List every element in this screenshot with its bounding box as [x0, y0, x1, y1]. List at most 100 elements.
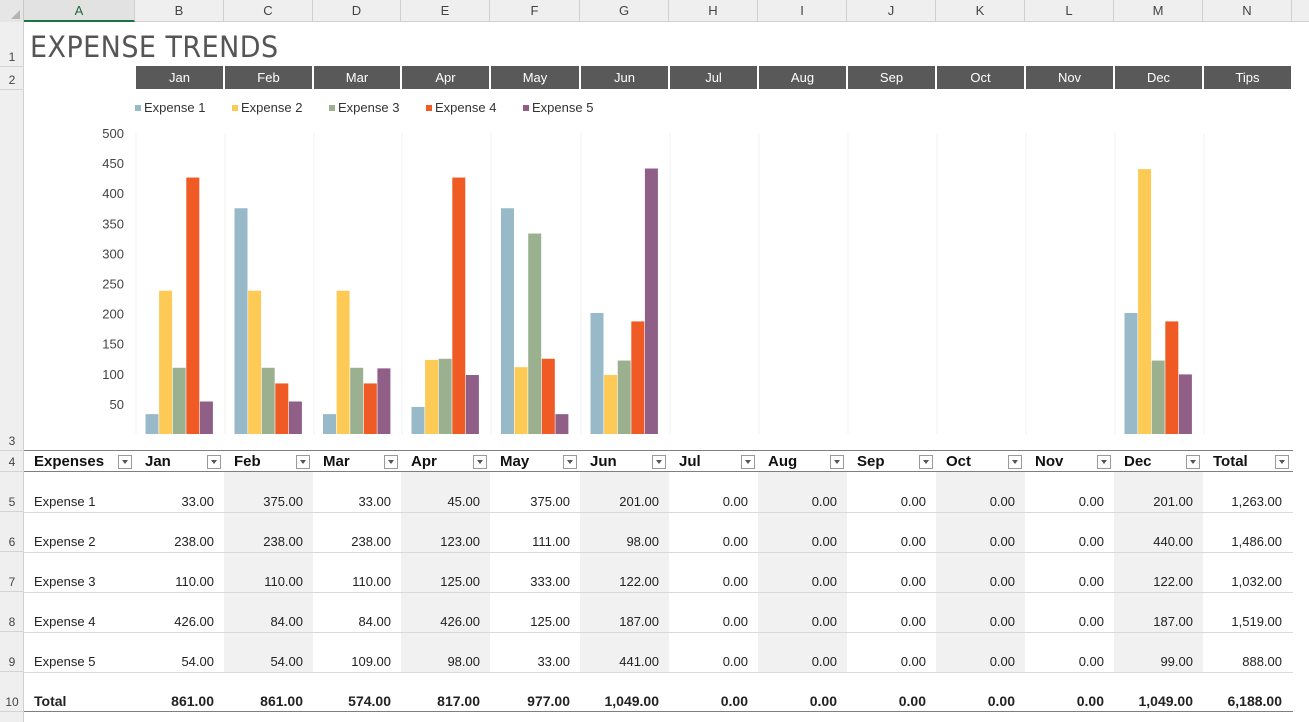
- table-cell[interactable]: 0.00: [1078, 574, 1104, 589]
- total-cell[interactable]: 0.00: [898, 693, 926, 709]
- table-cell[interactable]: 0.00: [722, 614, 748, 629]
- table-cell[interactable]: 426.00: [174, 614, 214, 629]
- filter-dropdown-icon[interactable]: [652, 455, 666, 469]
- table-cell[interactable]: 54.00: [270, 654, 303, 669]
- table-cell[interactable]: 1,032.00: [1231, 574, 1282, 589]
- row-label[interactable]: Expense 4: [34, 614, 96, 629]
- row-header-1[interactable]: 1: [0, 22, 24, 67]
- table-cell[interactable]: 122.00: [1153, 574, 1193, 589]
- table-cell[interactable]: 0.00: [722, 534, 748, 549]
- tab-sep[interactable]: Sep: [848, 66, 935, 89]
- table-cell[interactable]: 0.00: [900, 574, 926, 589]
- filter-dropdown-icon[interactable]: [1186, 455, 1200, 469]
- total-cell[interactable]: 6,188.00: [1227, 693, 1283, 709]
- tab-jan[interactable]: Jan: [136, 66, 223, 89]
- tab-nov[interactable]: Nov: [1026, 66, 1113, 89]
- filter-dropdown-icon[interactable]: [207, 455, 221, 469]
- column-header-a[interactable]: A: [24, 0, 135, 22]
- column-header-i[interactable]: I: [758, 0, 847, 22]
- filter-dropdown-icon[interactable]: [919, 455, 933, 469]
- tab-apr[interactable]: Apr: [402, 66, 489, 89]
- table-cell[interactable]: 238.00: [263, 534, 303, 549]
- table-cell[interactable]: 0.00: [1078, 614, 1104, 629]
- table-cell[interactable]: 125.00: [530, 614, 570, 629]
- table-cell[interactable]: 426.00: [440, 614, 480, 629]
- column-header-j[interactable]: J: [847, 0, 936, 22]
- table-cell[interactable]: 0.00: [811, 574, 837, 589]
- table-cell[interactable]: 375.00: [530, 494, 570, 509]
- table-cell[interactable]: 0.00: [811, 654, 837, 669]
- tab-dec[interactable]: Dec: [1115, 66, 1202, 89]
- total-cell[interactable]: 0.00: [720, 693, 748, 709]
- table-cell[interactable]: 110.00: [352, 574, 391, 589]
- tab-mar[interactable]: Mar: [314, 66, 400, 89]
- table-cell[interactable]: 187.00: [1153, 614, 1193, 629]
- table-cell[interactable]: 98.00: [447, 654, 480, 669]
- filter-dropdown-icon[interactable]: [296, 455, 310, 469]
- tab-feb[interactable]: Feb: [225, 66, 312, 89]
- table-cell[interactable]: 0.00: [811, 614, 837, 629]
- table-cell[interactable]: 888.00: [1242, 654, 1282, 669]
- row-header-2[interactable]: 2: [0, 67, 24, 90]
- table-cell[interactable]: 0.00: [900, 494, 926, 509]
- total-label[interactable]: Total: [34, 693, 67, 709]
- total-cell[interactable]: 0.00: [987, 693, 1015, 709]
- table-cell[interactable]: 201.00: [619, 494, 659, 509]
- column-header-d[interactable]: D: [313, 0, 401, 22]
- table-cell[interactable]: 84.00: [358, 614, 391, 629]
- table-cell[interactable]: 1,486.00: [1231, 534, 1282, 549]
- table-cell[interactable]: 238.00: [174, 534, 214, 549]
- table-cell[interactable]: 1,519.00: [1231, 614, 1282, 629]
- table-cell[interactable]: 375.00: [263, 494, 303, 509]
- table-cell[interactable]: 0.00: [900, 654, 926, 669]
- column-header-c[interactable]: C: [224, 0, 313, 22]
- filter-dropdown-icon[interactable]: [384, 455, 398, 469]
- table-cell[interactable]: 201.00: [1153, 494, 1193, 509]
- table-cell[interactable]: 0.00: [989, 614, 1015, 629]
- table-cell[interactable]: 109.00: [351, 654, 391, 669]
- tab-aug[interactable]: Aug: [759, 66, 846, 89]
- column-header-n[interactable]: N: [1203, 0, 1292, 22]
- table-cell[interactable]: 110.00: [175, 574, 214, 589]
- total-cell[interactable]: 1,049.00: [1138, 693, 1194, 709]
- table-cell[interactable]: 54.00: [181, 654, 214, 669]
- total-cell[interactable]: 574.00: [348, 693, 391, 709]
- table-cell[interactable]: 0.00: [811, 494, 837, 509]
- table-cell[interactable]: 0.00: [989, 574, 1015, 589]
- table-cell[interactable]: 33.00: [181, 494, 214, 509]
- row-label[interactable]: Expense 2: [34, 534, 96, 549]
- table-cell[interactable]: 0.00: [989, 654, 1015, 669]
- filter-dropdown-icon[interactable]: [741, 455, 755, 469]
- table-cell[interactable]: 125.00: [440, 574, 480, 589]
- table-cell[interactable]: 0.00: [722, 494, 748, 509]
- table-cell[interactable]: 122.00: [619, 574, 659, 589]
- table-cell[interactable]: 187.00: [619, 614, 659, 629]
- total-cell[interactable]: 0.00: [809, 693, 837, 709]
- filter-dropdown-icon[interactable]: [1275, 455, 1289, 469]
- table-cell[interactable]: 440.00: [1153, 534, 1193, 549]
- total-cell[interactable]: 0.00: [1076, 693, 1104, 709]
- total-cell[interactable]: 861.00: [171, 693, 214, 709]
- tab-jul[interactable]: Jul: [670, 66, 757, 89]
- table-cell[interactable]: 0.00: [1078, 654, 1104, 669]
- table-cell[interactable]: 0.00: [811, 534, 837, 549]
- total-cell[interactable]: 1,049.00: [604, 693, 660, 709]
- column-header-m[interactable]: M: [1114, 0, 1203, 22]
- table-cell[interactable]: 441.00: [619, 654, 659, 669]
- table-cell[interactable]: 238.00: [351, 534, 391, 549]
- total-cell[interactable]: 977.00: [527, 693, 570, 709]
- table-cell[interactable]: 33.00: [358, 494, 391, 509]
- tab-oct[interactable]: Oct: [937, 66, 1024, 89]
- table-cell[interactable]: 84.00: [270, 614, 303, 629]
- row-header-5[interactable]: 5: [0, 472, 24, 512]
- column-header-l[interactable]: L: [1025, 0, 1114, 22]
- select-all-corner[interactable]: [0, 0, 24, 22]
- table-cell[interactable]: 111.00: [532, 534, 570, 549]
- column-header-h[interactable]: H: [669, 0, 758, 22]
- table-cell[interactable]: 110.00: [264, 574, 303, 589]
- row-label[interactable]: Expense 3: [34, 574, 96, 589]
- column-header-b[interactable]: B: [135, 0, 224, 22]
- table-cell[interactable]: 123.00: [440, 534, 480, 549]
- tab-may[interactable]: May: [491, 66, 579, 89]
- table-cell[interactable]: 45.00: [447, 494, 480, 509]
